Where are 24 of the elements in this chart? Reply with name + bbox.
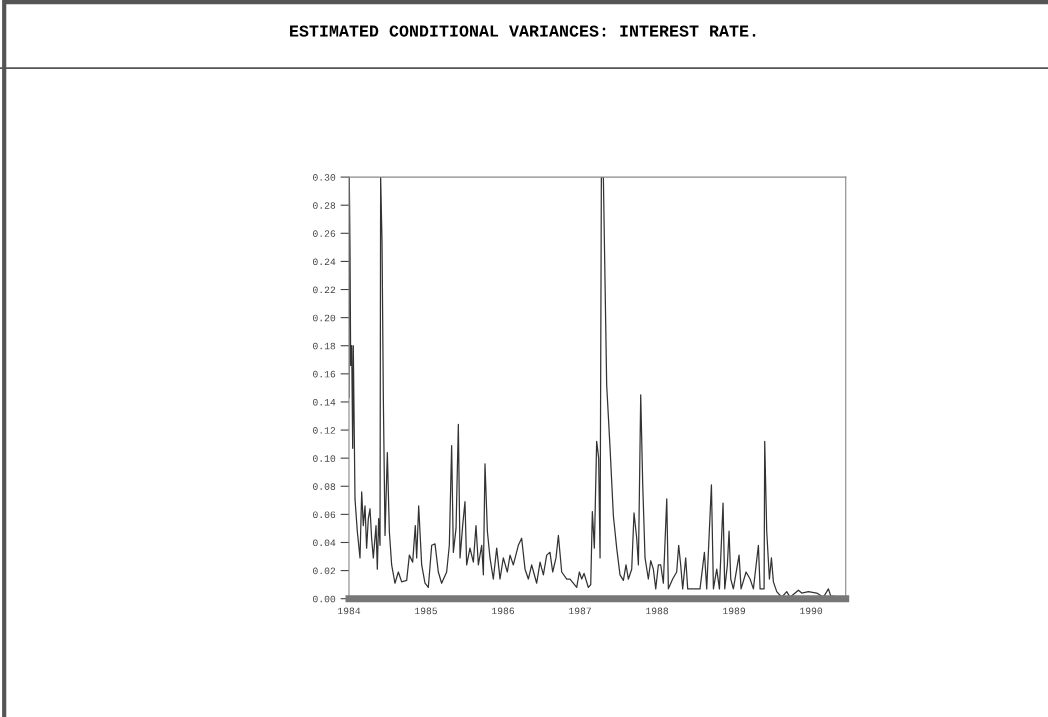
y-tick-label: 0.14 [313, 398, 336, 406]
y-tick-label: 0.30 [313, 174, 336, 181]
x-tick-label: 1985 [415, 607, 438, 615]
x-tick-label: 1988 [646, 607, 669, 615]
x-tick-label: 1986 [492, 607, 515, 615]
y-tick-label: 0.28 [313, 202, 336, 209]
y-tick-label: 0.16 [313, 370, 336, 378]
y-tick-label: 0.04 [313, 539, 336, 547]
x-tick-label: 1987 [569, 607, 591, 615]
y-tick-label: 0.18 [313, 342, 336, 350]
y-tick-label: 0.26 [313, 230, 336, 237]
x-tick-label: 1984 [338, 607, 361, 615]
y-tick-label: 0.20 [313, 314, 336, 322]
y-tick-label: 0.24 [313, 258, 336, 266]
y-tick-label: 0.00 [313, 595, 336, 603]
y-tick-label: 0.08 [313, 483, 336, 490]
x-tick-label: 1990 [800, 607, 823, 615]
y-tick-label: 0.10 [313, 455, 336, 462]
y-tick-label: 0.06 [313, 511, 336, 518]
chart-title: ESTIMATED CONDITIONAL VARIANCES: INTEREST RATE. [290, 25, 756, 37]
y-tick-label: 0.02 [313, 567, 336, 575]
y-tick-label: 0.22 [313, 286, 336, 294]
y-tick-label: 0.12 [313, 427, 336, 434]
x-tick-label: 1989 [723, 607, 746, 615]
